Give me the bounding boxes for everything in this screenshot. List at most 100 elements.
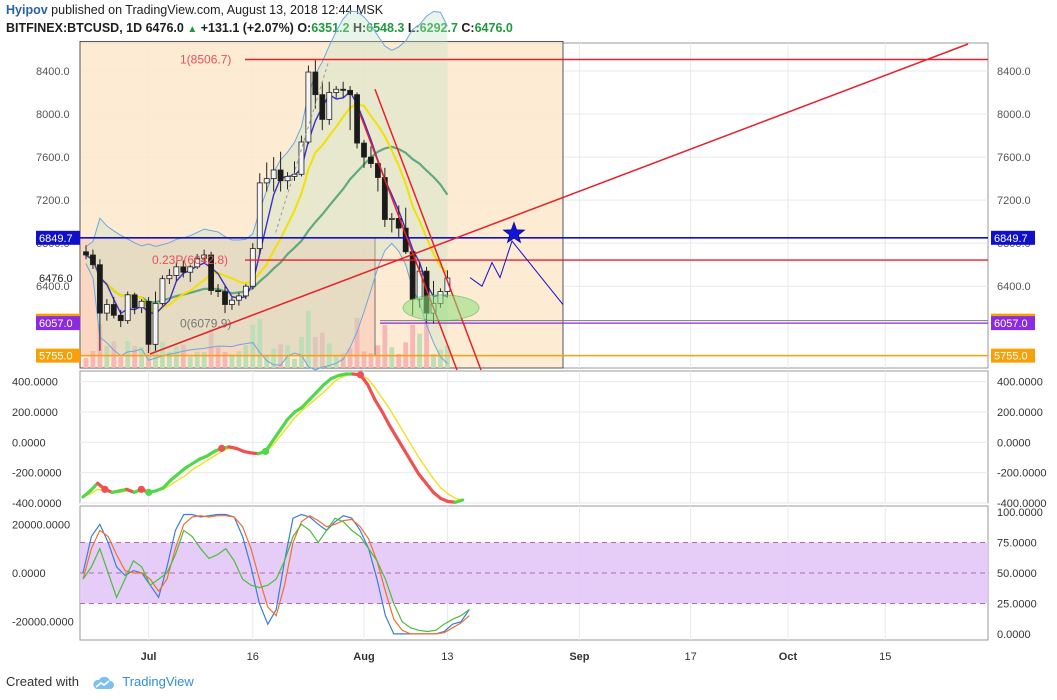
momentum-segment bbox=[366, 383, 377, 402]
stoch-tick-right: 25.0000 bbox=[997, 598, 1037, 610]
tradingview-cloud-icon bbox=[92, 676, 114, 689]
price-tag-right-text: 6057.0 bbox=[994, 318, 1028, 330]
candle-body bbox=[83, 251, 89, 256]
candle-body bbox=[354, 94, 360, 144]
stoch-rsi-line bbox=[82, 517, 470, 633]
volume-bar bbox=[257, 319, 263, 368]
momentum-tick-right: 200.0000 bbox=[997, 407, 1043, 419]
price-tag-right-bg bbox=[991, 316, 1035, 331]
stoch-tick-right: 100.0000 bbox=[997, 507, 1043, 519]
momentum-cross-dot bbox=[261, 447, 270, 456]
momentum-segment bbox=[161, 478, 173, 490]
candle-body bbox=[291, 173, 298, 177]
ma20-line bbox=[85, 145, 449, 304]
change-value: +131.1 (+2.07%) bbox=[200, 21, 294, 35]
candle-body bbox=[319, 94, 326, 120]
price-tag-left-text: 6476.0 bbox=[39, 273, 73, 285]
volume-bar bbox=[340, 353, 346, 368]
time-tick-label: 13 bbox=[441, 651, 453, 663]
author-link[interactable]: Hyipov bbox=[6, 3, 48, 17]
price-tick-label-left: 6400.0 bbox=[36, 281, 70, 293]
price-tag-left-bg bbox=[36, 316, 80, 331]
candle-body bbox=[326, 92, 333, 120]
candle-body bbox=[347, 89, 354, 96]
level-lines bbox=[80, 58, 988, 357]
momentum-segment bbox=[373, 398, 384, 414]
candle-body bbox=[159, 278, 166, 304]
price-tick-label-left: 8000.0 bbox=[36, 109, 70, 121]
volume-bar bbox=[83, 358, 89, 368]
price-tag-right-text: 5755.0 bbox=[994, 351, 1028, 363]
momentum-signal-line bbox=[82, 373, 463, 501]
candle-body bbox=[374, 163, 381, 178]
volume-bar bbox=[410, 324, 416, 368]
volume-bar bbox=[187, 356, 193, 368]
close-label: C: bbox=[461, 21, 475, 35]
momentum-segment bbox=[315, 383, 326, 394]
momentum-segment bbox=[424, 481, 435, 494]
candle-body bbox=[110, 304, 117, 316]
fib-level-0236-label: 0.23P(6642.8) bbox=[152, 253, 228, 267]
candle-body bbox=[235, 295, 242, 301]
time-tick-label: 16 bbox=[247, 651, 259, 663]
volume-bar bbox=[90, 351, 96, 368]
candle-body bbox=[208, 254, 215, 291]
high-label: H: bbox=[352, 21, 367, 35]
price-tick-label-right: 8400.0 bbox=[997, 66, 1031, 78]
candle-body bbox=[103, 304, 110, 314]
candle-body bbox=[152, 303, 159, 345]
volume-bar bbox=[292, 358, 297, 368]
volume-bar bbox=[139, 347, 144, 368]
stoch-d-line bbox=[82, 514, 470, 635]
trend-lines bbox=[149, 43, 969, 371]
candle-body bbox=[361, 142, 367, 158]
volume-bar bbox=[201, 352, 207, 368]
stoch-tick-right: 0.0000 bbox=[997, 629, 1031, 641]
momentum-segment bbox=[409, 460, 421, 476]
volume-bar bbox=[382, 325, 388, 368]
candle-body bbox=[298, 141, 305, 175]
fib-level-1-label: 1(8506.7) bbox=[180, 52, 231, 66]
volume-bar bbox=[222, 352, 228, 368]
volume-bar bbox=[250, 324, 256, 368]
candle-body bbox=[222, 291, 228, 305]
price-tick-label-left: 7600.0 bbox=[36, 152, 70, 164]
volume-bar bbox=[347, 348, 353, 368]
volume-bar bbox=[167, 352, 172, 368]
candle-body bbox=[229, 299, 235, 305]
bollinger-lower-line bbox=[85, 242, 448, 371]
momentum-cross-dot bbox=[137, 485, 145, 493]
volume-bar bbox=[229, 354, 235, 368]
volume-bar bbox=[319, 332, 325, 368]
momentum-cross-dot bbox=[101, 485, 109, 493]
volume-bar bbox=[180, 344, 186, 368]
candle-body bbox=[201, 254, 208, 259]
volume-bar bbox=[445, 345, 450, 368]
volume-bar bbox=[104, 345, 110, 368]
price-tick-label-right: 8000.0 bbox=[997, 109, 1031, 121]
momentum-segment bbox=[271, 428, 282, 443]
volume-bar bbox=[389, 347, 395, 368]
volume-bar bbox=[431, 354, 436, 368]
volume-bar bbox=[424, 322, 429, 368]
volume-bar bbox=[354, 318, 360, 368]
volume-bar bbox=[160, 341, 165, 368]
volume-bar bbox=[438, 349, 443, 368]
price-tag-left-text: 6849.7 bbox=[39, 233, 73, 245]
candle-body bbox=[305, 71, 312, 143]
volume-bar bbox=[375, 345, 381, 368]
price-tick-label-right: 6400.0 bbox=[997, 281, 1031, 293]
fib-level-0-label: 0(6079.9) bbox=[180, 317, 231, 331]
momentum-tick-left: -400.0000 bbox=[12, 498, 62, 510]
momentum-segment bbox=[300, 398, 311, 410]
momentum-segment bbox=[453, 498, 465, 504]
volume-bar bbox=[396, 354, 402, 368]
target-star-icon bbox=[502, 221, 526, 244]
price-tick-label-left: 7200.0 bbox=[36, 195, 70, 207]
momentum-segment bbox=[307, 390, 319, 402]
candle-body bbox=[256, 182, 263, 249]
stoch-tick-left: 0.0000 bbox=[12, 568, 46, 580]
volume-bar bbox=[173, 345, 179, 368]
tradingview-brand-link[interactable]: TradingView bbox=[122, 674, 194, 689]
